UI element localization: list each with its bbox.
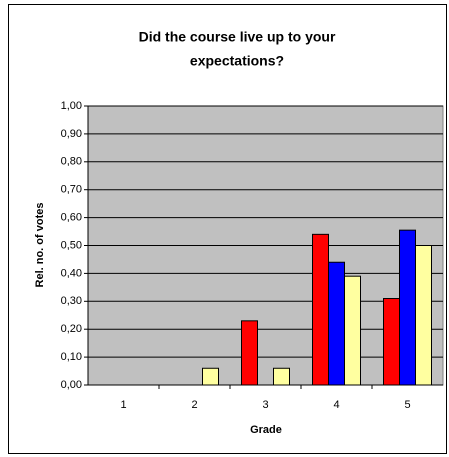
x-tick-label: 4 xyxy=(333,399,339,411)
y-tick-label: 0,00 xyxy=(61,379,82,391)
bar xyxy=(383,298,400,386)
y-axis-label: Rel. no. of votes xyxy=(34,203,46,288)
y-tick-label: 0,90 xyxy=(61,128,82,140)
x-axis-label: Grade xyxy=(250,424,282,436)
x-tick-label: 5 xyxy=(404,399,410,411)
y-tick-label: 0,40 xyxy=(61,267,82,279)
bar xyxy=(312,233,329,386)
bar xyxy=(328,261,345,386)
bar xyxy=(415,245,432,386)
y-tick-label: 1,00 xyxy=(61,100,82,112)
chart-title: Did the course live up to your xyxy=(139,29,336,45)
y-tick-label: 0,30 xyxy=(61,295,82,307)
chart-title: expectations? xyxy=(190,53,284,69)
y-tick-label: 0,10 xyxy=(61,351,82,363)
y-tick-label: 0,70 xyxy=(61,184,82,196)
bar xyxy=(241,320,258,386)
bar xyxy=(399,229,416,386)
y-tick-label: 0,20 xyxy=(61,323,82,335)
x-tick-label: 2 xyxy=(191,399,197,411)
y-tick-label: 0,80 xyxy=(61,156,82,168)
y-tick-label: 0,60 xyxy=(61,212,82,224)
x-tick-label: 3 xyxy=(262,399,268,411)
bar xyxy=(344,275,361,386)
y-tick-label: 0,50 xyxy=(61,239,82,251)
bar xyxy=(273,367,290,386)
x-tick-label: 1 xyxy=(120,399,126,411)
bar xyxy=(202,367,219,386)
